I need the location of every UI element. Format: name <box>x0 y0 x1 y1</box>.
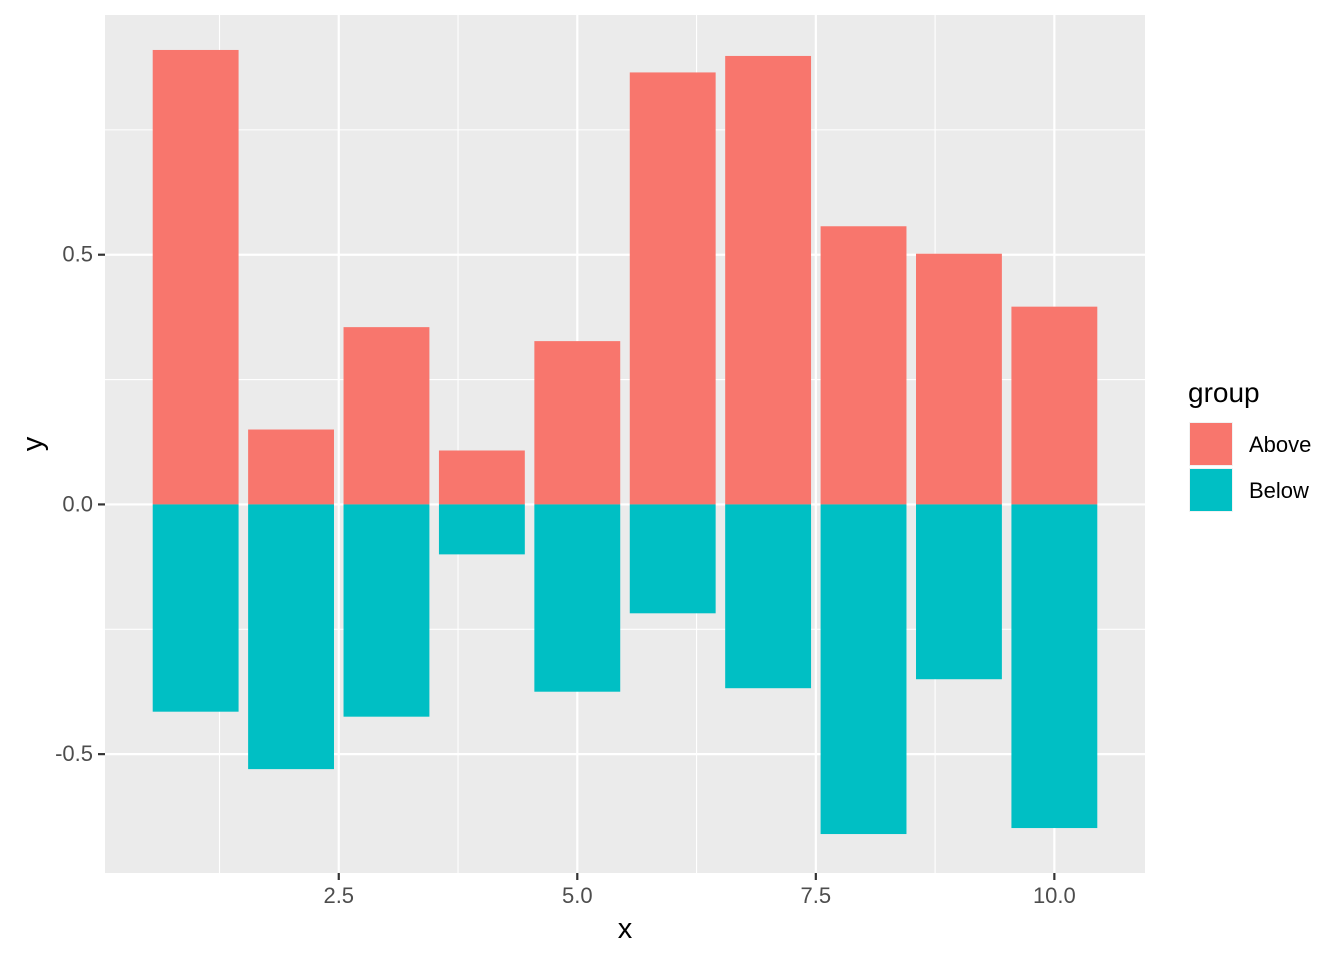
bar-above-10 <box>1011 306 1098 505</box>
bar-above-7 <box>725 55 812 505</box>
legend-title: group <box>1188 377 1260 408</box>
bar-below-9 <box>916 504 1002 680</box>
bar-above-8 <box>820 226 907 505</box>
legend-swatch-below <box>1190 469 1232 511</box>
x-axis: 2.5 5.0 7.5 10.0 <box>323 873 1076 908</box>
bar-above-4 <box>438 450 525 505</box>
legend-label-below: Below <box>1249 478 1309 503</box>
bar-above-3 <box>343 327 430 505</box>
bar-above-2 <box>248 429 334 505</box>
bar-below-10 <box>1011 504 1098 829</box>
bar-below-2 <box>248 504 334 770</box>
legend-label-above: Above <box>1249 432 1311 457</box>
bar-above-9 <box>916 253 1002 505</box>
legend-swatch-above <box>1190 423 1232 465</box>
y-axis-title: y <box>17 436 49 451</box>
legend: group Above Below <box>1188 377 1311 512</box>
y-axis: -0.5 0.0 0.5 <box>55 242 105 766</box>
y-tick-label: 0.5 <box>62 242 93 267</box>
x-tick-label: 10.0 <box>1033 883 1076 908</box>
bar-below-7 <box>725 504 812 689</box>
bar-above-1 <box>152 49 239 505</box>
bar-below-4 <box>438 504 525 555</box>
x-tick-label: 5.0 <box>562 883 593 908</box>
x-tick-label: 7.5 <box>801 883 832 908</box>
bar-above-5 <box>534 341 621 505</box>
y-tick-label: -0.5 <box>55 741 93 766</box>
bar-below-5 <box>534 504 621 692</box>
bar-below-1 <box>152 504 239 712</box>
bars <box>152 49 1098 835</box>
x-axis-title: x <box>618 913 633 945</box>
x-tick-label: 2.5 <box>323 883 354 908</box>
bar-below-8 <box>820 504 907 835</box>
bar-above-6 <box>629 72 716 505</box>
bar-below-3 <box>343 504 430 717</box>
y-tick-label: 0.0 <box>62 491 93 516</box>
bar-below-6 <box>629 504 716 614</box>
